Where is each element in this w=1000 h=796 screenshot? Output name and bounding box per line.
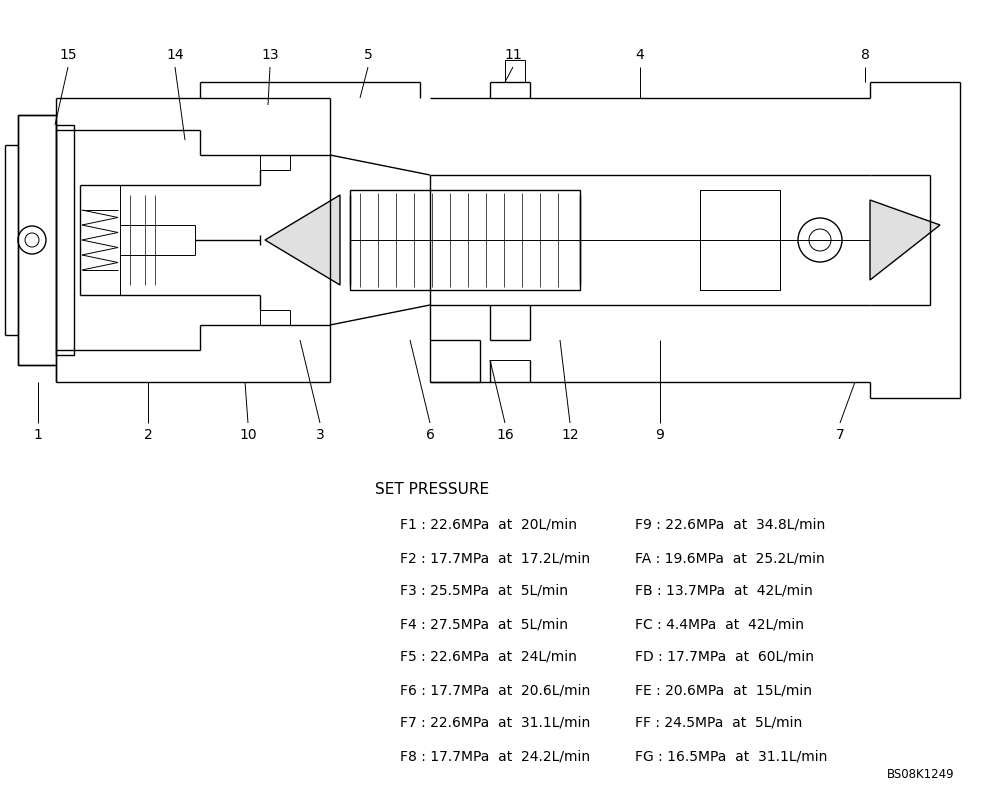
Text: F1 : 22.6MPa  at  20L/min: F1 : 22.6MPa at 20L/min — [400, 518, 577, 532]
Text: 1: 1 — [34, 428, 42, 442]
Polygon shape — [265, 195, 340, 285]
Text: 4: 4 — [636, 48, 644, 62]
Circle shape — [798, 218, 842, 262]
Bar — [505, 60, 525, 82]
Text: 10: 10 — [239, 428, 257, 442]
Text: BS08K1249: BS08K1249 — [887, 768, 955, 782]
Circle shape — [18, 226, 46, 254]
Text: 6: 6 — [426, 428, 434, 442]
Text: 14: 14 — [166, 48, 184, 62]
Bar — [350, 190, 580, 290]
Text: 8: 8 — [861, 48, 869, 62]
Text: FD : 17.7MPa  at  60L/min: FD : 17.7MPa at 60L/min — [635, 650, 814, 664]
Text: FF : 24.5MPa  at  5L/min: FF : 24.5MPa at 5L/min — [635, 716, 802, 730]
Text: F6 : 17.7MPa  at  20.6L/min: F6 : 17.7MPa at 20.6L/min — [400, 683, 590, 697]
Text: 12: 12 — [561, 428, 579, 442]
Text: 5: 5 — [364, 48, 372, 62]
Text: 2: 2 — [144, 428, 152, 442]
Text: SET PRESSURE: SET PRESSURE — [375, 482, 489, 498]
Polygon shape — [870, 200, 940, 280]
Text: 16: 16 — [496, 428, 514, 442]
Text: F2 : 17.7MPa  at  17.2L/min: F2 : 17.7MPa at 17.2L/min — [400, 551, 590, 565]
Circle shape — [25, 233, 39, 247]
Text: 15: 15 — [59, 48, 77, 62]
Text: FC : 4.4MPa  at  42L/min: FC : 4.4MPa at 42L/min — [635, 617, 804, 631]
Text: F3 : 25.5MPa  at  5L/min: F3 : 25.5MPa at 5L/min — [400, 584, 568, 598]
Circle shape — [809, 229, 831, 251]
Text: 11: 11 — [504, 48, 522, 62]
Bar — [56, 125, 74, 355]
Text: FE : 20.6MPa  at  15L/min: FE : 20.6MPa at 15L/min — [635, 683, 812, 697]
Text: 3: 3 — [316, 428, 324, 442]
Text: F4 : 27.5MPa  at  5L/min: F4 : 27.5MPa at 5L/min — [400, 617, 568, 631]
Text: FB : 13.7MPa  at  42L/min: FB : 13.7MPa at 42L/min — [635, 584, 813, 598]
Text: 13: 13 — [261, 48, 279, 62]
Text: F9 : 22.6MPa  at  34.8L/min: F9 : 22.6MPa at 34.8L/min — [635, 518, 825, 532]
Text: FA : 19.6MPa  at  25.2L/min: FA : 19.6MPa at 25.2L/min — [635, 551, 825, 565]
Text: 7: 7 — [836, 428, 844, 442]
Text: F7 : 22.6MPa  at  31.1L/min: F7 : 22.6MPa at 31.1L/min — [400, 716, 590, 730]
Text: F5 : 22.6MPa  at  24L/min: F5 : 22.6MPa at 24L/min — [400, 650, 577, 664]
Bar — [18, 115, 56, 365]
Bar — [700, 190, 780, 290]
Text: 9: 9 — [656, 428, 664, 442]
Text: FG : 16.5MPa  at  31.1L/min: FG : 16.5MPa at 31.1L/min — [635, 749, 827, 763]
Text: F8 : 17.7MPa  at  24.2L/min: F8 : 17.7MPa at 24.2L/min — [400, 749, 590, 763]
